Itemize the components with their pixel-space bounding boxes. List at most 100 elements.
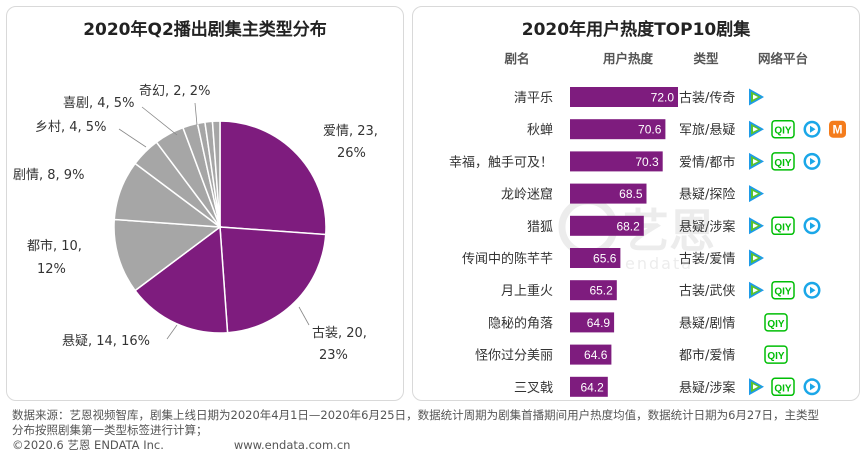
bar-value-2: 70.3 (635, 155, 659, 169)
row-name-8: 怪你过分美丽 (475, 349, 553, 364)
footer-website: www.endata.com.cn (233, 438, 351, 452)
iqiyi-icon: QIY (764, 313, 788, 332)
iqiyi-glyph: QIY (767, 319, 785, 330)
bar-value-3: 68.5 (619, 187, 643, 201)
bar-2 (570, 151, 663, 172)
tencent-video-icon (749, 152, 764, 170)
tencent-core (753, 94, 758, 100)
row-name-3: 龙岭迷窟 (501, 187, 553, 203)
pie-slice-other-10 (211, 120, 221, 228)
pie-label-2: 悬疑, 14, 16% (62, 333, 150, 349)
tencent-core (753, 158, 758, 164)
mango-tv-icon: M (829, 120, 846, 138)
pie-label-6: 喜剧, 4, 5% (63, 96, 134, 111)
pie-label-1: 古装, 20, (312, 326, 367, 341)
tencent-core (753, 255, 758, 261)
tencent-video-icon (749, 249, 764, 267)
youku-icon (803, 120, 821, 138)
row-genre-0: 古装/传奇 (679, 90, 735, 106)
iqiyi-frame (771, 119, 795, 139)
row-genre-8: 都市/爱情 (679, 348, 735, 364)
pie-chart-panel: 2020年Q2播出剧集主类型分布 爱情, 23, 26% 古装, 20, 23% 悬疑,… (6, 6, 404, 401)
pie-slice-3 (113, 218, 223, 292)
iqiyi-frame (764, 345, 788, 364)
bar-value-8: 64.6 (584, 348, 608, 362)
tencent-core (753, 223, 758, 229)
youku-play (810, 286, 816, 294)
iqiyi-icon: QIY (771, 216, 795, 236)
row-name-2: 幸福，触手可及！ (449, 155, 553, 170)
row-genre-3: 悬疑/探险 (679, 187, 735, 203)
pie-label-4: 剧情, 8, 9% (13, 168, 84, 183)
tencent-video-icon (749, 281, 764, 299)
iqiyi-icon: QIY (771, 377, 795, 397)
column-header-3: 网络平台 (758, 51, 808, 66)
mango-glyph: M (833, 123, 843, 137)
leader-line-5 (118, 128, 147, 148)
iqiyi-frame (771, 152, 795, 171)
iqiyi-glyph: QIY (774, 126, 792, 137)
footer: 数据来源：艺恩视频智库，剧集上线日期为2020年4月1日—2020年6月25日，… (12, 408, 858, 453)
pie-label-pct-3: 12% (37, 262, 66, 277)
row-name-7: 隐秘的角落 (488, 315, 553, 331)
pie-label-5: 乡村, 4, 5% (35, 120, 106, 135)
column-header-0: 剧名 (504, 51, 529, 66)
youku-icon (803, 217, 821, 235)
bar-6 (570, 280, 617, 301)
bar-value-4: 68.2 (616, 219, 640, 233)
tencent-video-icon (749, 378, 764, 396)
iqiyi-frame (771, 280, 795, 300)
pie-label-0: 爱情, 23, (323, 124, 378, 139)
pie-slice-0 (219, 120, 327, 236)
youku-play (810, 157, 816, 165)
row-name-4: 猎狐 (527, 220, 553, 235)
youku-play (810, 125, 816, 133)
leader-line-6 (141, 106, 178, 136)
iqiyi-frame (771, 377, 795, 397)
iqiyi-icon: QIY (771, 152, 795, 171)
bar-value-9: 64.2 (580, 380, 604, 394)
bar-table-title: 2020年用户热度TOP10剧集 (521, 20, 751, 40)
row-name-5: 传闻中的陈芊芊 (462, 251, 553, 267)
tencent-video-icon (749, 120, 764, 138)
bar-8 (570, 344, 612, 365)
pie-label-pct-1: 23% (319, 348, 348, 363)
mango-square (829, 120, 846, 138)
row-genre-2: 爱情/都市 (679, 154, 735, 170)
watermark-sub: endata (625, 254, 693, 273)
bar-value-5: 65.6 (593, 252, 617, 266)
pie-chart-title: 2020年Q2播出剧集主类型分布 (83, 20, 327, 40)
column-header-1: 用户热度 (602, 51, 654, 66)
youku-play (810, 222, 816, 230)
iqiyi-glyph: QIY (774, 383, 792, 394)
pie-slice-1 (219, 226, 327, 334)
iqiyi-glyph: QIY (774, 287, 792, 298)
bar-3 (570, 183, 647, 204)
iqiyi-icon: QIY (771, 280, 795, 300)
pie-slice-2 (134, 225, 229, 334)
row-genre-1: 军旅/悬疑 (679, 122, 735, 138)
footer-copyright: ©2020.6 艺恩 ENDATA Inc. (12, 438, 164, 452)
row-name-1: 秋蝉 (527, 123, 553, 138)
pie-label-7: 奇幻, 2, 2% (139, 83, 210, 99)
pie-chart: 爱情, 23, 26% 古装, 20, 23% 悬疑, 14, 16% 都市, 10, 12… (13, 83, 378, 363)
column-header-2: 类型 (693, 51, 719, 66)
row-name-0: 清平乐 (514, 91, 553, 106)
row-genre-7: 悬疑/剧情 (679, 315, 735, 331)
bar-table-panel: 2020年用户热度TOP10剧集 艺恩 endata 剧名 用户热度 类型 网络平台 清平乐… (412, 6, 860, 401)
bar-value-7: 64.9 (587, 316, 611, 330)
row-genre-9: 悬疑/涉案 (679, 380, 735, 396)
footer-source-line1: 数据来源：艺恩视频智库，剧集上线日期为2020年4月1日—2020年6月25日，… (12, 408, 820, 422)
bar-value-6: 65.2 (589, 284, 613, 298)
bar-0 (570, 87, 678, 107)
youku-icon (803, 378, 821, 396)
bar-value-1: 70.6 (638, 123, 662, 137)
leader-line-1 (298, 306, 310, 326)
tencent-video-icon (749, 217, 764, 235)
youku-play (810, 383, 816, 391)
bar-1 (570, 119, 666, 140)
row-name-6: 月上重火 (501, 283, 553, 299)
bar-7 (570, 312, 615, 333)
row-genre-5: 古装/爱情 (679, 252, 735, 267)
